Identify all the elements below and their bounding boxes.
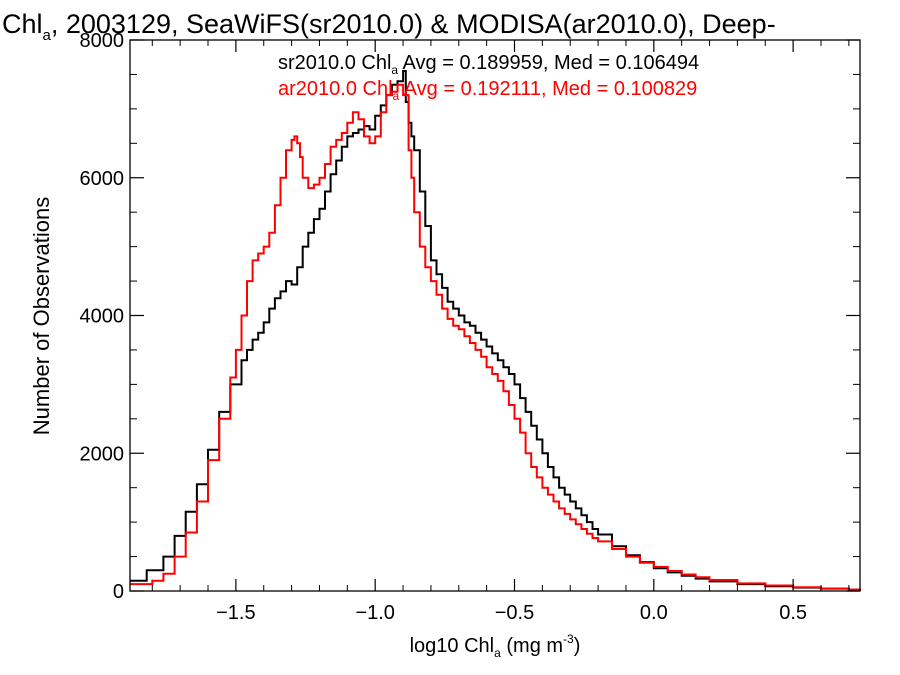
annotation-sr2010: sr2010.0 Chla Avg = 0.189959, Med = 0.10… <box>278 52 699 77</box>
y-axis-label: Number of Observations <box>29 197 54 435</box>
annotation-ar2010-pre: ar2010.0 Chl <box>278 78 393 100</box>
y-tick-label: 8000 <box>80 30 125 52</box>
chart-title-main: Chl <box>2 9 43 39</box>
annotation-ar2010-post: Avg = 0.192111, Med = 0.100829 <box>399 78 697 100</box>
y-tick-label: 4000 <box>80 306 125 328</box>
x-tick-label: −1.5 <box>216 602 255 624</box>
x-axis-label-sup: -3 <box>563 632 574 646</box>
x-tick-label: 0.0 <box>640 602 668 624</box>
annotation-sr2010-pre: sr2010.0 Chl <box>278 52 391 74</box>
series-line-sr2010-0 <box>130 70 861 591</box>
chart-title: Chla, 2003129, SeaWiFS(sr2010.0) & MODIS… <box>2 9 776 44</box>
y-tick-label: 0 <box>113 581 124 603</box>
x-axis-label-post: ) <box>574 635 581 657</box>
x-tick-label: −0.5 <box>495 602 534 624</box>
x-tick-label: −1.0 <box>355 602 394 624</box>
y-tick-label: 2000 <box>80 443 125 465</box>
x-axis-label-pre: log10 Chl <box>410 635 495 657</box>
y-tick-label: 6000 <box>80 168 125 190</box>
x-axis-label-sub: a <box>494 646 501 660</box>
tick-layer: −1.5 −1.0 −0.5 0.0 0.5 0 2000 4000 6000 8000 <box>80 30 860 624</box>
annotation-ar2010-sub: a <box>393 89 400 103</box>
series-line-ar2010-0 <box>130 83 861 591</box>
plot-frame <box>129 39 861 592</box>
x-axis-label: log10 Chla (mg m-3) <box>410 632 581 660</box>
chart-title-rest: , 2003129, SeaWiFS(sr2010.0) & MODISA(ar… <box>51 9 776 39</box>
chart-title-sub: a <box>43 27 52 44</box>
annotation-sr2010-post: Avg = 0.189959, Med = 0.106494 <box>398 52 699 74</box>
x-axis-label-mid: (mg m <box>501 635 563 657</box>
annotation-ar2010: ar2010.0 Chla Avg = 0.192111, Med = 0.10… <box>278 78 697 103</box>
x-tick-label: 0.5 <box>779 602 807 624</box>
series-layer <box>130 70 861 591</box>
annotation-sr2010-sub: a <box>391 63 398 77</box>
